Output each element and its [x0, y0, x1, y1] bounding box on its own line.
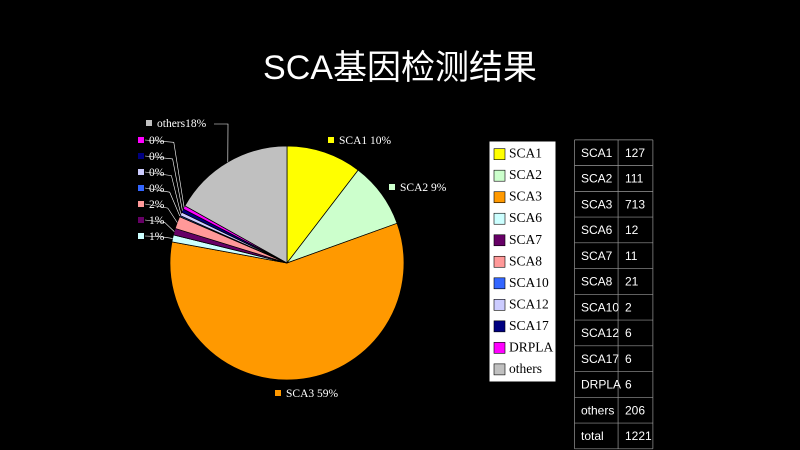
svg-text:2%: 2%: [149, 199, 165, 211]
svg-text:others18%: others18%: [157, 118, 207, 130]
svg-text:11: 11: [625, 249, 638, 263]
svg-text:SCA8: SCA8: [509, 253, 542, 268]
svg-text:206: 206: [625, 404, 645, 418]
svg-text:SCA2: SCA2: [509, 167, 542, 182]
svg-text:DRPLA: DRPLA: [509, 339, 554, 354]
svg-text:DRPLA: DRPLA: [581, 378, 621, 392]
svg-text:0%: 0%: [149, 183, 165, 195]
svg-text:6: 6: [625, 378, 632, 392]
svg-text:SCA2 9%: SCA2 9%: [400, 182, 447, 194]
svg-text:SCA12: SCA12: [509, 296, 549, 311]
svg-text:SCA2: SCA2: [581, 172, 613, 186]
svg-text:SCA12: SCA12: [581, 326, 619, 340]
svg-text:SCA1 10%: SCA1 10%: [339, 135, 391, 147]
svg-text:12: 12: [625, 223, 639, 237]
svg-text:0%: 0%: [149, 167, 165, 179]
svg-text:SCA1: SCA1: [509, 146, 542, 161]
svg-text:0%: 0%: [149, 135, 165, 147]
svg-text:1%: 1%: [149, 215, 165, 227]
svg-text:SCA3 59%: SCA3 59%: [286, 388, 338, 400]
svg-text:1221: 1221: [625, 429, 652, 443]
svg-text:2: 2: [625, 301, 632, 315]
svg-text:SCA6: SCA6: [581, 223, 613, 237]
svg-text:127: 127: [625, 146, 645, 160]
svg-text:SCA3: SCA3: [581, 198, 613, 212]
svg-text:SCA7: SCA7: [581, 249, 613, 263]
svg-text:SCA8: SCA8: [581, 275, 613, 289]
svg-text:total: total: [581, 429, 604, 443]
svg-text:SCA17: SCA17: [509, 318, 549, 333]
svg-text:SCA10: SCA10: [509, 275, 549, 290]
svg-text:0%: 0%: [149, 151, 165, 163]
svg-text:1%: 1%: [149, 231, 165, 243]
svg-text:6: 6: [625, 326, 632, 340]
svg-text:SCA6: SCA6: [509, 210, 542, 225]
svg-text:SCA3: SCA3: [509, 189, 542, 204]
svg-text:111: 111: [625, 172, 644, 186]
svg-text:713: 713: [625, 198, 645, 212]
svg-text:SCA10: SCA10: [581, 301, 619, 315]
svg-text:21: 21: [625, 275, 639, 289]
svg-text:SCA1: SCA1: [581, 146, 613, 160]
svg-text:SCA7: SCA7: [509, 232, 542, 247]
svg-text:6: 6: [625, 352, 632, 366]
svg-text:others: others: [581, 404, 614, 418]
svg-text:others: others: [509, 361, 542, 376]
svg-text:SCA17: SCA17: [581, 352, 619, 366]
